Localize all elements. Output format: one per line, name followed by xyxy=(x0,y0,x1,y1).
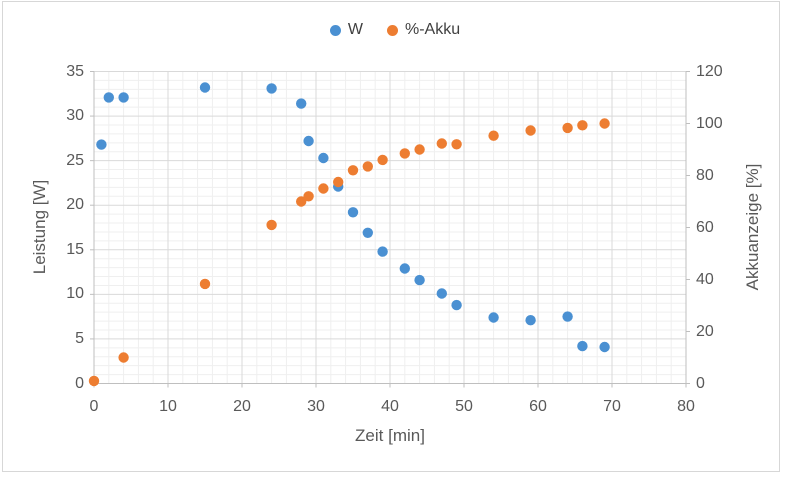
y-left-tick-label: 10 xyxy=(66,285,84,303)
data-point-akku xyxy=(577,120,588,131)
data-point-w xyxy=(436,288,447,299)
x-tick-label: 0 xyxy=(89,398,99,415)
data-point-w xyxy=(103,92,115,103)
y-right-tick-label: 100 xyxy=(696,114,723,132)
chart-border xyxy=(2,1,780,472)
series-w-marker-icon xyxy=(329,24,341,36)
data-point-akku xyxy=(88,375,100,387)
data-point-w xyxy=(362,227,373,238)
data-point-akku xyxy=(488,130,499,141)
y-right-tick-label: 60 xyxy=(696,218,714,236)
data-point-w xyxy=(399,263,410,274)
data-point-akku xyxy=(303,191,314,202)
data-point-w xyxy=(199,82,211,93)
x-tick-label: 80 xyxy=(677,398,695,415)
data-point-akku xyxy=(599,118,610,129)
y-right-tick-label: 0 xyxy=(696,374,705,392)
data-point-akku xyxy=(399,148,410,159)
y-left-tick-label: 15 xyxy=(66,240,84,258)
y-right-tick-label: 80 xyxy=(696,166,714,184)
y-right-tick-label: 120 xyxy=(696,62,723,80)
y-left-tick-label: 5 xyxy=(75,329,84,347)
data-point-akku xyxy=(414,144,425,155)
data-point-w xyxy=(296,98,307,109)
data-point-w xyxy=(96,139,107,150)
y-left-tick-label: 30 xyxy=(66,107,84,125)
data-point-w xyxy=(377,246,388,257)
series-akku-marker-icon xyxy=(386,24,398,36)
data-point-w xyxy=(347,207,359,218)
data-point-akku xyxy=(436,138,447,149)
data-point-w xyxy=(303,135,314,147)
y-axis-right-title: Akkuanzeige [%] xyxy=(743,163,762,291)
x-tick-label: 40 xyxy=(381,398,399,415)
data-point-w xyxy=(562,311,573,322)
legend-label-akku: %-Akku xyxy=(404,21,461,38)
y-right-tick-label: 20 xyxy=(696,322,714,340)
data-point-akku xyxy=(451,139,462,150)
data-point-w xyxy=(266,83,277,94)
data-point-akku xyxy=(333,176,344,188)
y-left-tick-label: 35 xyxy=(66,62,84,80)
x-tick-label: 50 xyxy=(455,398,473,415)
y-right-tick-label: 40 xyxy=(696,270,714,288)
data-point-w xyxy=(414,274,425,286)
data-point-akku xyxy=(347,165,359,176)
legend-item-akku[interactable]: %-Akku xyxy=(386,21,461,39)
chart-legend: W %-Akku xyxy=(0,21,790,39)
x-tick-label: 30 xyxy=(307,398,325,415)
data-point-w xyxy=(451,299,462,311)
data-point-akku xyxy=(525,125,536,136)
data-point-akku xyxy=(562,122,573,134)
legend-label-w: W xyxy=(347,21,363,38)
data-point-w xyxy=(577,340,588,352)
x-axis-title: Zeit [min] xyxy=(355,426,425,445)
data-point-akku xyxy=(199,278,211,290)
data-point-akku xyxy=(377,154,388,166)
data-point-akku xyxy=(266,219,277,231)
data-point-akku xyxy=(296,196,307,207)
data-point-w xyxy=(525,315,536,326)
x-tick-label: 20 xyxy=(233,398,251,415)
y-axis-left-title: Leistung [W] xyxy=(30,179,49,275)
data-point-akku xyxy=(362,161,373,172)
data-point-w xyxy=(488,312,499,323)
data-point-akku xyxy=(318,183,329,194)
y-left-tick-label: 25 xyxy=(66,151,84,169)
data-point-w xyxy=(118,92,129,103)
y-left-tick-label: 20 xyxy=(66,196,84,214)
data-point-w xyxy=(318,152,329,164)
y-left-tick-label: 0 xyxy=(75,374,84,392)
x-tick-label: 70 xyxy=(603,398,621,415)
x-tick-label: 10 xyxy=(159,398,177,415)
data-point-akku xyxy=(118,352,129,363)
legend-item-w[interactable]: W xyxy=(329,21,363,39)
data-point-w xyxy=(599,341,610,353)
x-tick-label: 60 xyxy=(529,398,547,415)
